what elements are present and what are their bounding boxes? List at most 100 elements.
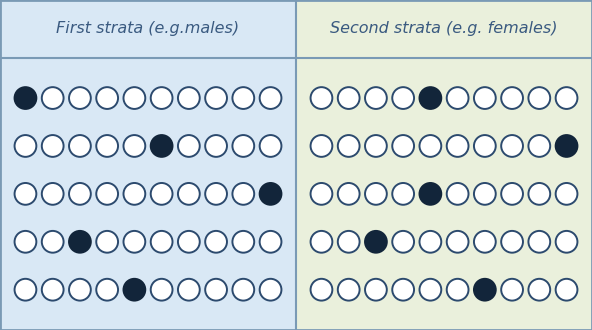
Circle shape (233, 183, 254, 205)
Circle shape (260, 279, 281, 301)
Circle shape (151, 183, 172, 205)
Circle shape (69, 279, 91, 301)
Circle shape (311, 183, 332, 205)
Circle shape (96, 183, 118, 205)
Circle shape (556, 135, 577, 157)
Circle shape (42, 279, 63, 301)
Circle shape (151, 135, 172, 157)
Circle shape (420, 87, 441, 109)
Circle shape (556, 183, 577, 205)
Circle shape (42, 183, 63, 205)
Circle shape (69, 135, 91, 157)
Circle shape (474, 135, 496, 157)
Circle shape (501, 135, 523, 157)
Circle shape (96, 87, 118, 109)
Circle shape (529, 279, 550, 301)
Circle shape (392, 135, 414, 157)
Circle shape (69, 87, 91, 109)
Circle shape (474, 183, 496, 205)
Text: Second strata (e.g. females): Second strata (e.g. females) (330, 21, 558, 36)
Circle shape (15, 231, 36, 253)
Circle shape (233, 87, 254, 109)
Circle shape (392, 183, 414, 205)
Circle shape (96, 279, 118, 301)
Circle shape (338, 279, 359, 301)
Circle shape (365, 231, 387, 253)
Circle shape (447, 87, 468, 109)
Circle shape (447, 231, 468, 253)
Circle shape (501, 279, 523, 301)
Circle shape (501, 183, 523, 205)
Circle shape (124, 279, 145, 301)
Bar (296, 0, 592, 330)
Circle shape (474, 231, 496, 253)
Circle shape (178, 183, 200, 205)
Circle shape (420, 231, 441, 253)
Circle shape (178, 135, 200, 157)
Bar (0, 0, 296, 330)
Circle shape (529, 135, 550, 157)
Circle shape (233, 231, 254, 253)
Circle shape (124, 231, 145, 253)
Circle shape (15, 87, 36, 109)
Circle shape (474, 279, 496, 301)
Circle shape (178, 231, 200, 253)
Circle shape (311, 135, 332, 157)
Circle shape (447, 183, 468, 205)
Circle shape (15, 135, 36, 157)
Circle shape (365, 279, 387, 301)
Circle shape (501, 231, 523, 253)
Circle shape (338, 231, 359, 253)
Circle shape (420, 279, 441, 301)
Circle shape (96, 231, 118, 253)
Circle shape (260, 231, 281, 253)
Circle shape (15, 279, 36, 301)
Circle shape (392, 231, 414, 253)
Circle shape (311, 279, 332, 301)
Circle shape (178, 87, 200, 109)
Circle shape (338, 135, 359, 157)
Circle shape (151, 279, 172, 301)
Circle shape (311, 231, 332, 253)
Circle shape (556, 279, 577, 301)
Circle shape (151, 87, 172, 109)
Circle shape (529, 183, 550, 205)
Circle shape (529, 231, 550, 253)
Circle shape (96, 135, 118, 157)
Circle shape (124, 87, 145, 109)
Circle shape (447, 279, 468, 301)
Circle shape (420, 135, 441, 157)
Circle shape (205, 87, 227, 109)
Circle shape (124, 135, 145, 157)
Circle shape (392, 279, 414, 301)
Circle shape (260, 135, 281, 157)
Circle shape (15, 183, 36, 205)
Circle shape (260, 87, 281, 109)
Circle shape (42, 231, 63, 253)
Circle shape (338, 183, 359, 205)
Circle shape (260, 183, 281, 205)
Circle shape (205, 135, 227, 157)
Circle shape (365, 135, 387, 157)
Circle shape (69, 231, 91, 253)
Circle shape (42, 87, 63, 109)
Circle shape (205, 183, 227, 205)
Circle shape (365, 87, 387, 109)
Circle shape (233, 135, 254, 157)
Circle shape (178, 279, 200, 301)
Circle shape (151, 231, 172, 253)
Circle shape (447, 135, 468, 157)
Circle shape (556, 231, 577, 253)
Circle shape (420, 183, 441, 205)
Circle shape (365, 183, 387, 205)
Circle shape (205, 231, 227, 253)
Circle shape (233, 279, 254, 301)
Circle shape (501, 87, 523, 109)
Circle shape (474, 87, 496, 109)
Circle shape (311, 87, 332, 109)
Text: First strata (e.g.males): First strata (e.g.males) (56, 21, 240, 36)
Circle shape (124, 183, 145, 205)
Circle shape (556, 87, 577, 109)
Circle shape (205, 279, 227, 301)
Circle shape (392, 87, 414, 109)
